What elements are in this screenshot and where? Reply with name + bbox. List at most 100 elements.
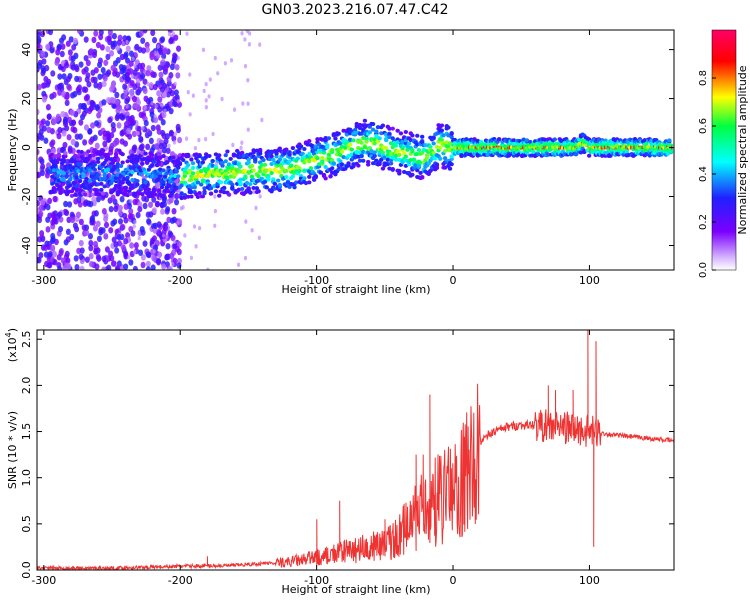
heatmap-cell (449, 154, 454, 159)
heatmap-cell (507, 145, 509, 150)
heatmap-cell (120, 152, 125, 157)
heatmap-cell (105, 152, 111, 157)
heatmap-cell (217, 153, 222, 158)
heatmap-cell (125, 175, 130, 180)
heatmap-cell (150, 71, 156, 78)
heatmap-cell (338, 141, 343, 146)
heatmap-cell (51, 147, 57, 155)
heatmap-cell (172, 257, 178, 265)
heatmap-cell (153, 192, 158, 197)
heatmap-cell (62, 208, 68, 216)
heatmap-cell (135, 182, 140, 187)
heatmap-cell (124, 75, 130, 82)
heatmap-cell (644, 141, 649, 146)
heatmap-cell (313, 174, 319, 179)
heatmap-cell (359, 140, 364, 145)
heatmap-cell (405, 147, 410, 152)
heatmap-cell (38, 210, 44, 218)
heatmap-cell (50, 219, 56, 226)
heatmap-cell (359, 154, 364, 159)
heatmap-cell (142, 30, 148, 34)
heatmap-cell (45, 226, 51, 233)
heatmap-cell (119, 196, 125, 203)
heatmap-cell (202, 88, 206, 94)
heatmap-cell (489, 145, 491, 150)
heatmap-cell (87, 233, 93, 240)
heatmap-cell (297, 166, 302, 171)
heatmap-cell (313, 144, 319, 149)
heatmap-cell (508, 145, 511, 150)
heatmap-cell (578, 150, 584, 155)
heatmap-cell (40, 163, 46, 170)
heatmap-cell (106, 264, 112, 270)
heatmap-cell (57, 126, 63, 134)
heatmap-cell (161, 111, 167, 119)
heatmap-cell (123, 185, 129, 190)
heatmap-cell (111, 32, 117, 40)
heatmap-cell (274, 154, 279, 159)
heatmap-cell (287, 150, 292, 155)
heatmap-cell (207, 153, 212, 158)
heatmap-cell (174, 245, 180, 253)
heatmap-cell (351, 162, 356, 167)
heatmap-cell (68, 177, 73, 182)
heatmap-cell (123, 203, 129, 210)
heatmap-cell (40, 82, 46, 89)
heatmap-cell (39, 230, 45, 237)
heatmap-cell (131, 130, 137, 138)
heatmap-cell (128, 88, 134, 96)
heatmap-ytick-label: 20 (20, 92, 33, 106)
heatmap-cell (264, 168, 269, 173)
heatmap-cell (63, 253, 69, 260)
heatmap-cell (52, 258, 58, 266)
heatmap-cell (72, 192, 78, 197)
heatmap-cell (274, 169, 279, 174)
heatmap-cell (420, 134, 425, 139)
heatmap-cell (88, 200, 94, 208)
snr-ytick-label: 2.0 (20, 377, 33, 395)
heatmap-cell (388, 161, 394, 166)
heatmap-cell (131, 191, 137, 196)
heatmap-cell (95, 156, 101, 161)
heatmap-xtick-label: 0 (450, 274, 457, 287)
heatmap-cell (252, 189, 256, 195)
heatmap-cell (136, 125, 142, 133)
heatmap-cell (408, 137, 413, 142)
heatmap-cell (165, 206, 171, 213)
heatmap-cell (259, 162, 264, 167)
heatmap-cell (59, 146, 65, 154)
heatmap-cell (513, 142, 518, 147)
heatmap-cell (326, 136, 332, 141)
heatmap-cell (158, 142, 164, 150)
heatmap-cell (135, 211, 141, 219)
heatmap-cell (223, 61, 228, 66)
heatmap-cell (152, 249, 156, 254)
snr-exponent-base: (x10 (6, 337, 19, 362)
heatmap-cell (167, 143, 171, 149)
heatmap-cell (568, 152, 574, 157)
heatmap-cell (239, 145, 243, 151)
heatmap-cell (372, 141, 377, 146)
heatmap-cell (77, 188, 83, 193)
heatmap-cell (395, 149, 400, 154)
heatmap-cell (410, 133, 415, 138)
heatmap-cell (213, 189, 219, 194)
heatmap-cell (274, 151, 279, 156)
heatmap-cell (115, 44, 121, 51)
heatmap-cell (123, 88, 129, 95)
heatmap-cell (83, 36, 89, 43)
heatmap-cell (213, 208, 218, 214)
heatmap-cell (101, 255, 107, 263)
heatmap-cell (51, 118, 57, 126)
heatmap-cell (423, 143, 428, 148)
heatmap-cell (438, 145, 443, 150)
heatmap-cell (122, 140, 128, 147)
heatmap-cell (90, 69, 96, 76)
heatmap-cell (236, 262, 241, 268)
heatmap-cell (176, 221, 180, 226)
snr-exponent-close: ) (6, 328, 19, 332)
heatmap-cell (228, 156, 233, 161)
heatmap-cell (213, 55, 217, 61)
heatmap-cell (61, 130, 67, 137)
snr-xtick-label: -300 (31, 574, 56, 587)
